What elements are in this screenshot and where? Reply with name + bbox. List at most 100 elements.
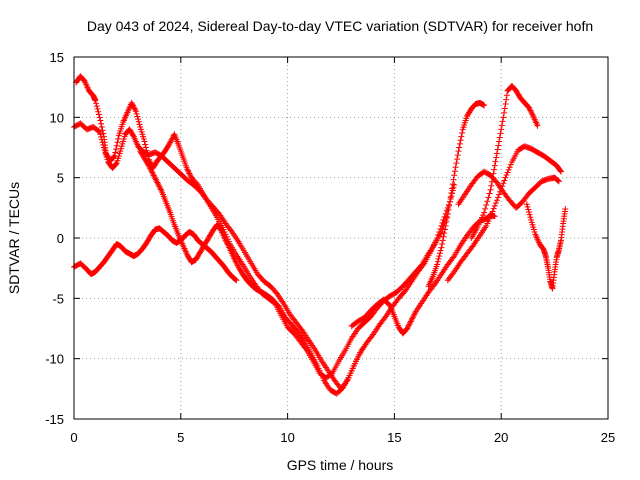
data-point [491, 166, 498, 173]
data-point [147, 165, 154, 172]
data-point [134, 113, 141, 120]
data-point [439, 241, 446, 248]
data-point [442, 222, 449, 229]
data-point [525, 206, 532, 213]
data-point [148, 168, 155, 175]
data-point [227, 227, 234, 234]
data-point [143, 147, 150, 154]
data-point [234, 261, 241, 268]
data-point [142, 141, 149, 148]
data-point [491, 202, 498, 209]
data-point [113, 146, 120, 153]
data-point [523, 201, 530, 208]
data-point [234, 262, 241, 269]
data-point [502, 101, 509, 108]
x-tick-label: 10 [280, 430, 294, 445]
data-point [145, 161, 152, 168]
data-point [490, 205, 497, 212]
y-axis-ticks: -15 -10 -5 0 5 10 15 [45, 50, 608, 427]
data-point [113, 160, 120, 167]
data-point [443, 218, 450, 225]
data-point [439, 237, 446, 244]
chart-title: Day 043 of 2024, Sidereal Day-to-day VTE… [87, 18, 593, 34]
series-track-8 [455, 168, 562, 211]
data-point [558, 168, 565, 175]
data-point [493, 197, 500, 204]
data-point [92, 97, 99, 104]
data-point [446, 198, 453, 205]
data-point [404, 325, 411, 332]
data-point [110, 153, 117, 160]
data-point [452, 164, 459, 171]
data-point [501, 177, 508, 184]
data-point [496, 134, 503, 141]
data-point [132, 106, 139, 113]
data-point [381, 314, 388, 321]
data-point [233, 259, 240, 266]
data-point [504, 169, 511, 176]
data-point [555, 177, 562, 184]
data-point [447, 194, 454, 201]
x-tick-label: 25 [601, 430, 615, 445]
data-point [223, 238, 230, 245]
data-point [129, 101, 136, 108]
data-point [128, 99, 135, 106]
data-point [502, 174, 509, 181]
data-point [483, 202, 490, 209]
data-point [145, 162, 152, 169]
y-tick-label: 0 [57, 231, 64, 246]
data-point [151, 173, 158, 180]
data-point [507, 161, 514, 168]
data-point [144, 150, 151, 157]
data-point [446, 202, 453, 209]
data-point [156, 183, 163, 190]
data-point [339, 385, 346, 392]
x-tick-label: 0 [70, 430, 77, 445]
data-point [99, 127, 106, 134]
data-point [434, 258, 441, 265]
data-point [406, 321, 413, 328]
data-point [498, 126, 505, 133]
data-point [492, 200, 499, 207]
data-point [524, 203, 531, 210]
data-point [100, 130, 107, 137]
data-point [441, 226, 448, 233]
data-point [185, 169, 192, 176]
data-point [93, 103, 100, 110]
data-point [418, 262, 425, 269]
data-point [412, 310, 419, 317]
data-point [489, 174, 496, 181]
data-point [97, 117, 104, 124]
data-point [494, 146, 501, 153]
data-point [493, 154, 500, 161]
plot-area [71, 73, 569, 397]
data-point [494, 194, 501, 201]
data-point [437, 247, 444, 254]
data-point [152, 176, 159, 183]
data-point [526, 106, 533, 113]
x-axis-ticks: 0 5 10 15 20 25 [70, 57, 615, 445]
data-point [130, 102, 137, 109]
data-point [495, 142, 502, 149]
data-point [141, 138, 148, 145]
data-point [407, 318, 414, 325]
data-point [133, 110, 140, 117]
data-point [411, 311, 418, 318]
data-point [554, 177, 561, 184]
data-point [430, 282, 437, 289]
data-point [153, 178, 160, 185]
data-point [142, 144, 149, 151]
data-point [525, 104, 532, 111]
data-point [193, 180, 200, 187]
series-track-3 [71, 225, 240, 284]
data-point [450, 270, 457, 277]
data-point [96, 114, 103, 121]
y-tick-label: -15 [45, 412, 64, 427]
data-point [231, 276, 238, 283]
data-point [157, 185, 164, 192]
data-point [501, 105, 508, 112]
data-point [135, 116, 142, 123]
data-point [135, 118, 142, 125]
data-point [408, 317, 415, 324]
